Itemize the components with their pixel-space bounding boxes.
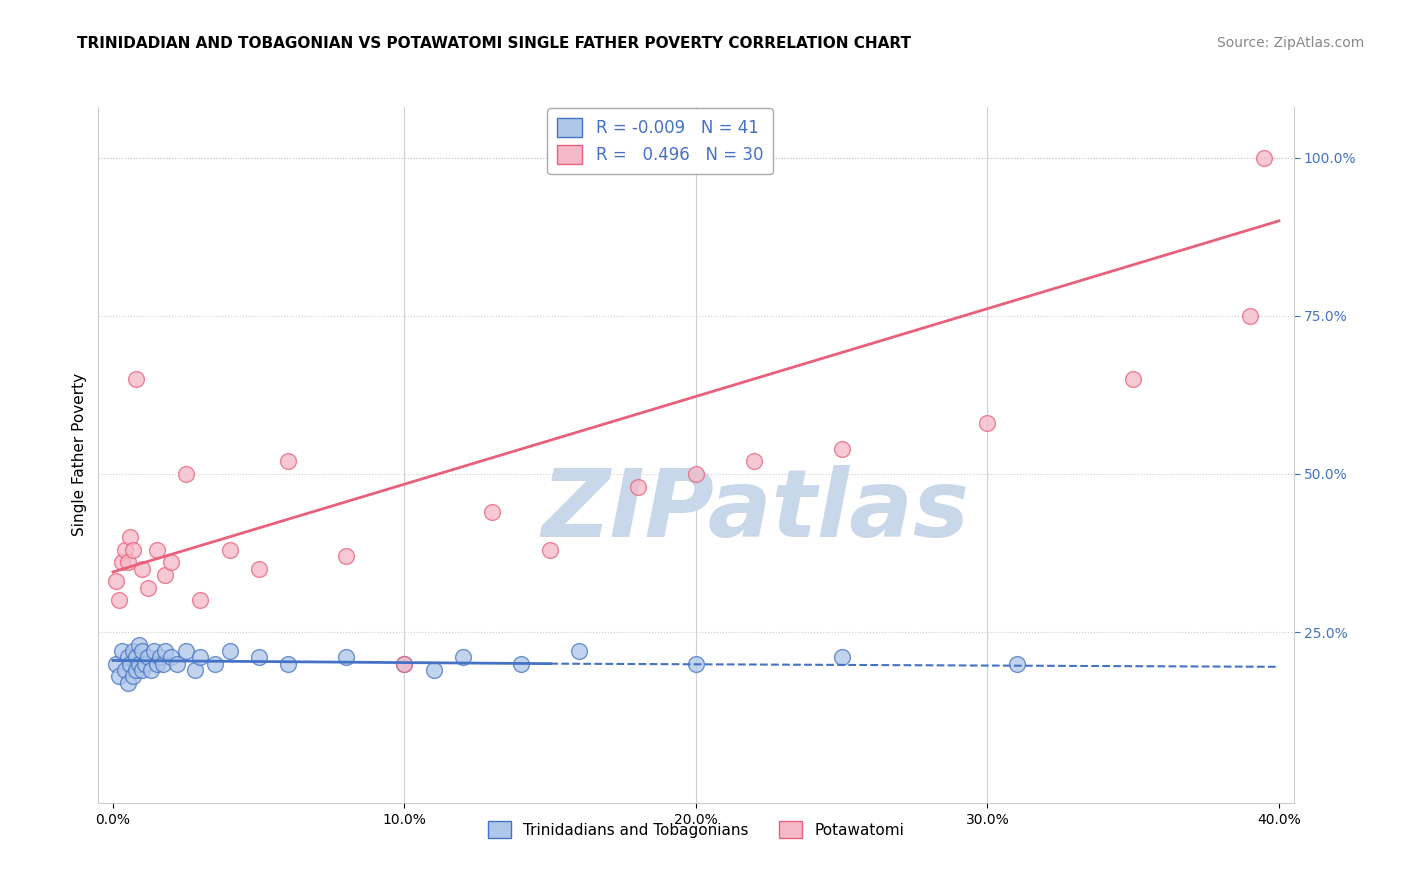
Text: ZIPatlas: ZIPatlas	[541, 465, 970, 557]
Point	[218, 644, 240, 658]
Point	[831, 442, 853, 456]
Point	[174, 644, 197, 658]
Point	[145, 542, 167, 557]
Legend: Trinidadians and Tobagonians, Potawatomi: Trinidadians and Tobagonians, Potawatomi	[482, 815, 910, 844]
Point	[108, 669, 131, 683]
Point	[160, 650, 183, 665]
Point	[149, 650, 172, 665]
Point	[627, 479, 650, 493]
Point	[538, 542, 561, 557]
Point	[190, 593, 212, 607]
Point	[685, 657, 707, 671]
Point	[247, 650, 270, 665]
Point	[1122, 372, 1144, 386]
Point	[335, 650, 357, 665]
Text: Source: ZipAtlas.com: Source: ZipAtlas.com	[1216, 36, 1364, 50]
Point	[108, 593, 131, 607]
Y-axis label: Single Father Poverty: Single Father Poverty	[72, 374, 87, 536]
Point	[183, 663, 205, 677]
Point	[117, 675, 139, 690]
Point	[117, 556, 139, 570]
Point	[976, 417, 998, 431]
Point	[155, 568, 177, 582]
Point	[247, 562, 270, 576]
Point	[204, 657, 226, 671]
Point	[117, 650, 139, 665]
Point	[125, 663, 148, 677]
Point	[125, 650, 148, 665]
Point	[145, 657, 167, 671]
Point	[128, 638, 150, 652]
Point	[160, 556, 183, 570]
Point	[394, 657, 416, 671]
Point	[136, 650, 159, 665]
Point	[481, 505, 503, 519]
Point	[142, 644, 165, 658]
Point	[335, 549, 357, 563]
Point	[131, 644, 153, 658]
Point	[277, 657, 299, 671]
Point	[104, 574, 127, 589]
Point	[122, 542, 145, 557]
Text: TRINIDADIAN AND TOBAGONIAN VS POTAWATOMI SINGLE FATHER POVERTY CORRELATION CHART: TRINIDADIAN AND TOBAGONIAN VS POTAWATOMI…	[77, 36, 911, 51]
Point	[125, 372, 148, 386]
Point	[218, 542, 240, 557]
Point	[510, 657, 533, 671]
Point	[1253, 151, 1275, 165]
Point	[685, 467, 707, 481]
Point	[190, 650, 212, 665]
Point	[451, 650, 474, 665]
Point	[122, 669, 145, 683]
Point	[139, 663, 162, 677]
Point	[136, 581, 159, 595]
Point	[1005, 657, 1028, 671]
Point	[128, 657, 150, 671]
Point	[111, 556, 134, 570]
Point	[134, 657, 156, 671]
Point	[568, 644, 591, 658]
Point	[104, 657, 127, 671]
Point	[120, 657, 142, 671]
Point	[155, 644, 177, 658]
Point	[422, 663, 444, 677]
Point	[742, 454, 765, 468]
Point	[277, 454, 299, 468]
Point	[122, 644, 145, 658]
Point	[131, 663, 153, 677]
Point	[120, 530, 142, 544]
Point	[114, 663, 136, 677]
Point	[152, 657, 174, 671]
Point	[131, 562, 153, 576]
Point	[166, 657, 188, 671]
Point	[831, 650, 853, 665]
Point	[394, 657, 416, 671]
Point	[174, 467, 197, 481]
Point	[114, 542, 136, 557]
Point	[1239, 309, 1261, 323]
Point	[111, 644, 134, 658]
